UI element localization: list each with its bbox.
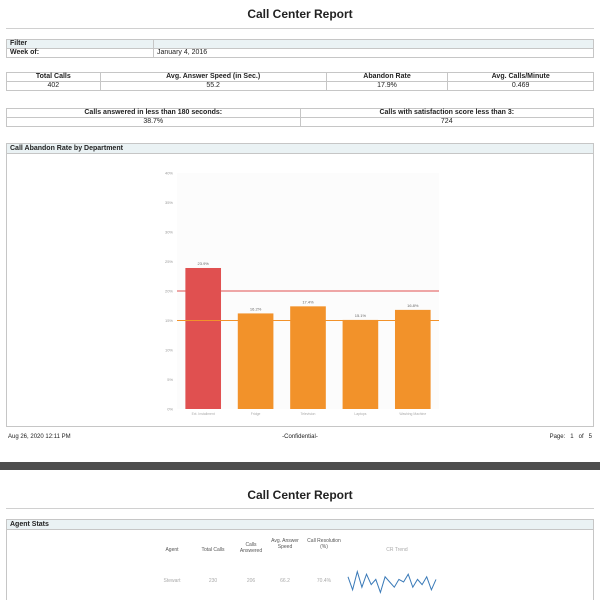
chart-panel-title: Call Abandon Rate by Department	[7, 144, 593, 154]
col-call-resolution: Call Resolution (%)	[307, 538, 341, 550]
x-tick-label: Washing Machine	[399, 412, 426, 416]
y-tick-label: 25%	[165, 259, 173, 264]
x-tick-label: Television	[301, 412, 316, 416]
footer-pagination: Page: 1 of 5	[550, 434, 592, 440]
page-total: 5	[588, 434, 592, 440]
kpi-total-calls-value: 402	[6, 81, 101, 91]
page-label: Page:	[549, 434, 566, 440]
page-number: 1	[570, 434, 574, 440]
title-rule	[6, 28, 594, 29]
data-label: 15.1%	[355, 313, 367, 318]
agent-answer-speed: 66.2	[280, 578, 290, 584]
footer-date: Aug 26, 2020 12:11 PM	[8, 434, 71, 440]
kpi-abandon-rate-label: Abandon Rate	[325, 72, 449, 82]
report-page-1: Call Center Report Filter Week of: Janua…	[6, 7, 594, 440]
y-tick-label: 15%	[165, 318, 173, 323]
agent-name: Stewart	[163, 578, 181, 584]
y-tick-label: 0%	[167, 407, 173, 412]
kpi-answer-speed-label: Avg. Answer Speed (in Sec.)	[99, 72, 327, 82]
kpi-low-satisfaction-label: Calls with satisfaction score less than …	[299, 108, 594, 118]
sparkline-path	[347, 569, 437, 595]
y-tick-label: 30%	[165, 230, 173, 235]
report-title: Call Center Report	[247, 7, 353, 21]
bar-2	[290, 306, 326, 409]
data-label: 17.4%	[302, 299, 314, 304]
x-tick-label: Fridge	[251, 412, 261, 416]
bar-0	[185, 267, 222, 409]
y-tick-label: 40%	[165, 171, 173, 176]
kpi-low-satisfaction-value: 724	[299, 117, 594, 127]
kpi-total-calls-label: Total Calls	[6, 72, 101, 82]
agent-stats-title: Agent Stats	[7, 520, 593, 530]
cr-trend-sparkline	[347, 569, 437, 595]
abandon-rate-chart-panel: Call Abandon Rate by Department 0% 5% 10% 1…	[6, 143, 594, 427]
kpi-table: Total Calls Avg. Answer Speed (in Sec.) …	[6, 72, 594, 91]
x-tick-label: Laptops	[354, 412, 366, 416]
y-tick-label: 10%	[165, 348, 173, 353]
y-tick-label: 20%	[165, 289, 173, 294]
of-label: of	[578, 434, 584, 440]
col-agent: Agent	[165, 547, 179, 553]
agent-calls-answered: 206	[246, 578, 256, 584]
data-label: 16.8%	[407, 303, 419, 308]
agent-total-calls: 230	[208, 578, 218, 584]
bar-3	[342, 319, 379, 409]
footer-confidential: -Confidential-	[282, 434, 318, 440]
title-rule-page-2	[6, 508, 594, 509]
kpi-answered-under-180-value: 38.7%	[6, 117, 301, 127]
report-page-2: Call Center Report Agent Stats Agent Tot…	[0, 470, 600, 600]
kpi-calls-per-minute-value: 0.469	[447, 81, 594, 91]
col-total-calls: Total Calls	[201, 547, 225, 553]
data-label: 16.2%	[250, 306, 262, 311]
col-cr-trend: CR Trend	[386, 547, 408, 553]
filter-header: Filter	[6, 39, 154, 49]
y-tick-label: 35%	[165, 200, 173, 205]
bar-1	[237, 313, 274, 409]
kpi-answered-under-180-label: Calls answered in less than 180 seconds:	[6, 108, 301, 118]
filter-table: Filter Week of: January 4, 2016	[6, 39, 594, 58]
week-of-value: January 4, 2016	[153, 48, 594, 58]
agent-stats-panel: Agent Stats Agent Total Calls Calls Answ…	[6, 519, 594, 600]
data-label: 23.9%	[198, 261, 210, 266]
bar-4	[394, 309, 431, 409]
y-tick-label: 5%	[167, 377, 173, 382]
kpi-answer-speed-value: 55.2	[99, 81, 327, 91]
agent-call-resolution: 70.4%	[316, 578, 332, 584]
kpi-calls-per-minute-label: Avg. Calls/Minute	[447, 72, 594, 82]
report-title-page-2: Call Center Report	[247, 488, 353, 502]
col-avg-answer-speed: Avg. Answer Speed	[271, 538, 299, 550]
kpi-abandon-rate-value: 17.9%	[325, 81, 449, 91]
kpi2-table: Calls answered in less than 180 seconds:…	[6, 108, 594, 127]
page-separator	[0, 462, 600, 470]
abandon-rate-chart: 0% 5% 10% 15% 20% 25% 30% 35% 40% 23.9% Ext. Insta…	[165, 171, 439, 416]
x-tick-label: Ext. Installment	[192, 412, 215, 416]
col-calls-answered: Calls Answered	[239, 542, 263, 554]
week-of-label: Week of:	[6, 48, 154, 58]
